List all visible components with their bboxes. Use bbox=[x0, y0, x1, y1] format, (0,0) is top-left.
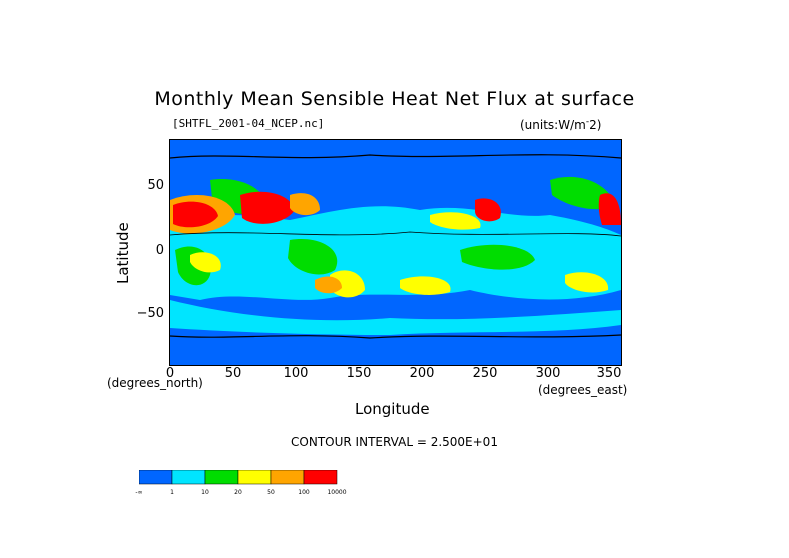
field-region-yellow-1 bbox=[330, 270, 365, 298]
xtick-label: 100 bbox=[283, 366, 309, 381]
colorbar-swatch bbox=[171, 470, 206, 485]
heatmap-plot-area bbox=[169, 139, 622, 366]
ytick-label: 50 bbox=[147, 178, 164, 193]
xtick-label: 50 bbox=[224, 366, 242, 381]
field-region-yellow-3 bbox=[400, 276, 451, 295]
xtick-label: 350 bbox=[596, 366, 622, 381]
field-region-green-2 bbox=[288, 239, 338, 275]
colorbar-label: 20 bbox=[234, 489, 242, 496]
field-region-cyan-south bbox=[170, 300, 621, 335]
field-region-yellow-5 bbox=[190, 252, 221, 273]
colorbar-label: 10000 bbox=[327, 489, 347, 496]
y-axis-unit: (degrees_north) bbox=[107, 376, 203, 390]
field-region-green-5 bbox=[550, 176, 615, 210]
xtick-label: 150 bbox=[346, 366, 372, 381]
field-region-yellow-4 bbox=[565, 272, 609, 293]
ytick-label: 0 bbox=[155, 243, 164, 258]
x-axis-label: Longitude bbox=[355, 400, 430, 418]
field-region-polar-band bbox=[170, 336, 621, 365]
dataset-label: [SHTFL_2001-04_NCEP.nc] bbox=[172, 117, 325, 130]
chart-title: Monthly Mean Sensible Heat Net Flux at s… bbox=[154, 88, 635, 110]
colorbar-swatch bbox=[139, 470, 173, 485]
units-label: (units:W/m-2) bbox=[520, 117, 602, 132]
colorbar-swatch bbox=[270, 470, 305, 485]
colorbar-swatch bbox=[303, 470, 338, 485]
colorbar-swatch bbox=[237, 470, 272, 485]
field-region-orange-australia bbox=[315, 276, 342, 294]
colorbar-swatch bbox=[204, 470, 239, 485]
field-region-cyan-tropics bbox=[170, 206, 621, 300]
colorbar-label: 100 bbox=[298, 489, 310, 496]
field-region-yellow-2 bbox=[430, 212, 481, 230]
colorbar-label: 50 bbox=[267, 489, 275, 496]
colorbar-label: 10 bbox=[201, 489, 209, 496]
field-region-red-asia bbox=[240, 191, 295, 224]
field-region-red-mexico bbox=[475, 198, 501, 222]
y-axis-label: Latitude bbox=[114, 222, 132, 284]
contour-polar-line bbox=[170, 334, 621, 339]
field-region-red-east bbox=[598, 193, 621, 225]
colorbar-label: -∞ bbox=[135, 489, 143, 496]
colorbar-label: 1 bbox=[170, 489, 174, 496]
colorbar bbox=[139, 470, 338, 485]
xtick-label: 200 bbox=[409, 366, 435, 381]
contour-equator-line bbox=[170, 231, 621, 237]
field-region-red-africa bbox=[173, 201, 218, 228]
xtick-label: 250 bbox=[472, 366, 498, 381]
field-region-orange-asia bbox=[290, 193, 320, 216]
contour-north-line bbox=[170, 154, 621, 159]
heatmap-map bbox=[170, 140, 621, 365]
xtick-label: 300 bbox=[535, 366, 561, 381]
x-axis-unit: (degrees_east) bbox=[538, 383, 628, 397]
contour-interval-text: CONTOUR INTERVAL = 2.500E+01 bbox=[291, 435, 498, 449]
ytick-label: −50 bbox=[136, 306, 164, 321]
xtick-label: 0 bbox=[165, 366, 175, 381]
field-region-green-3 bbox=[460, 244, 535, 270]
